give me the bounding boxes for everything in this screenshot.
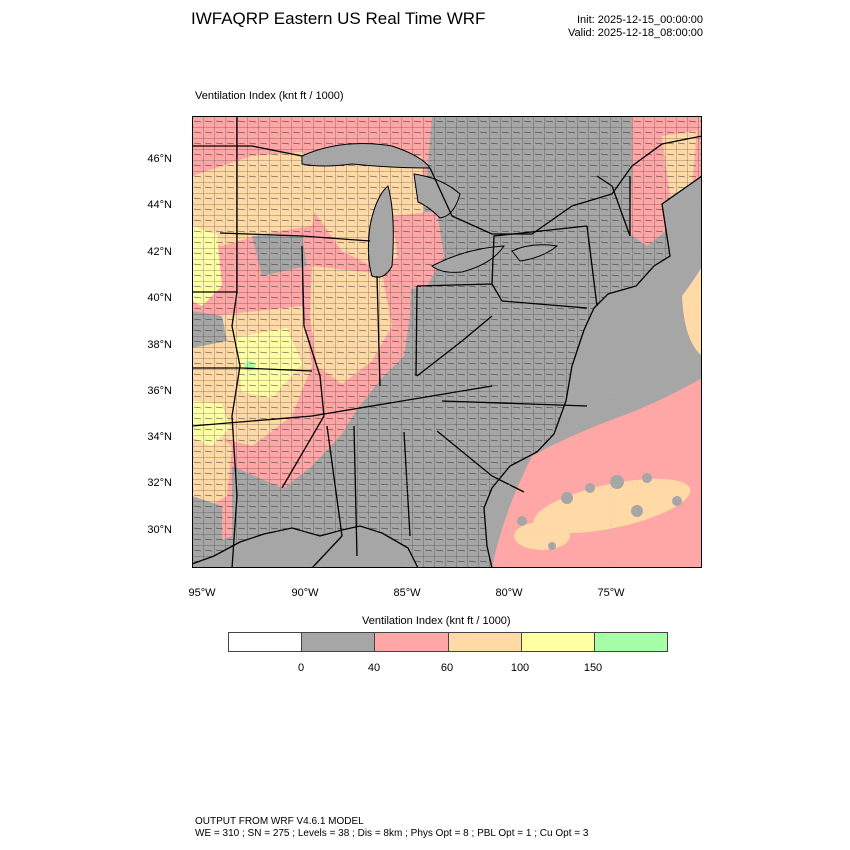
- lat-label: 36°N: [147, 385, 172, 397]
- colorbar-segment: [521, 633, 595, 651]
- colorbar-segment: [448, 633, 522, 651]
- lon-label: 75°W: [597, 587, 625, 599]
- map-svg: [192, 116, 702, 568]
- colorbar: [228, 632, 668, 652]
- lon-label: 95°W: [188, 587, 216, 599]
- lat-label: 42°N: [147, 246, 172, 258]
- lat-label: 44°N: [147, 199, 172, 211]
- map-frame: [192, 116, 702, 568]
- colorbar-segment: [302, 633, 376, 651]
- chart-title: IWFAQRP Eastern US Real Time WRF: [191, 9, 486, 28]
- colorbar-tick: 60: [440, 662, 454, 674]
- lat-label: 30°N: [147, 524, 172, 536]
- colorbar-tick: 0: [297, 662, 305, 674]
- colorbar-tick: 100: [510, 662, 530, 674]
- colorbar-segment: [375, 633, 449, 651]
- model-info-line: OUTPUT FROM WRF V4.6.1 MODEL: [195, 816, 364, 827]
- lat-label: 34°N: [147, 431, 172, 443]
- colorbar-segment: [594, 633, 668, 651]
- lat-label: 40°N: [147, 292, 172, 304]
- colorbar-tick: 40: [367, 662, 381, 674]
- lon-label: 90°W: [291, 587, 319, 599]
- init-time: Init: 2025-12-15_00:00:00: [577, 14, 703, 26]
- lon-label: 85°W: [393, 587, 421, 599]
- lat-label: 32°N: [147, 477, 172, 489]
- variable-label: Ventilation Index (knt ft / 1000): [195, 90, 344, 102]
- model-info: OUTPUT FROM WRF V4.6.1 MODEL WE = 310 ; …: [195, 816, 588, 840]
- valid-time: Valid: 2025-12-18_08:00:00: [568, 27, 703, 39]
- lat-label: 38°N: [147, 339, 172, 351]
- lat-label: 46°N: [147, 153, 172, 165]
- colorbar-title: Ventilation Index (knt ft / 1000): [362, 615, 511, 627]
- colorbar-tick: 150: [583, 662, 603, 674]
- lon-label: 80°W: [495, 587, 523, 599]
- graticule: [192, 116, 702, 568]
- coastline: [192, 175, 702, 568]
- map-panel: [192, 116, 702, 568]
- model-info-line: WE = 310 ; SN = 275 ; Levels = 38 ; Dis …: [195, 828, 589, 839]
- colorbar-segment: [229, 633, 303, 651]
- timestamp-block: Init: 2025-12-15_00:00:00 Valid: 2025-12…: [568, 14, 703, 40]
